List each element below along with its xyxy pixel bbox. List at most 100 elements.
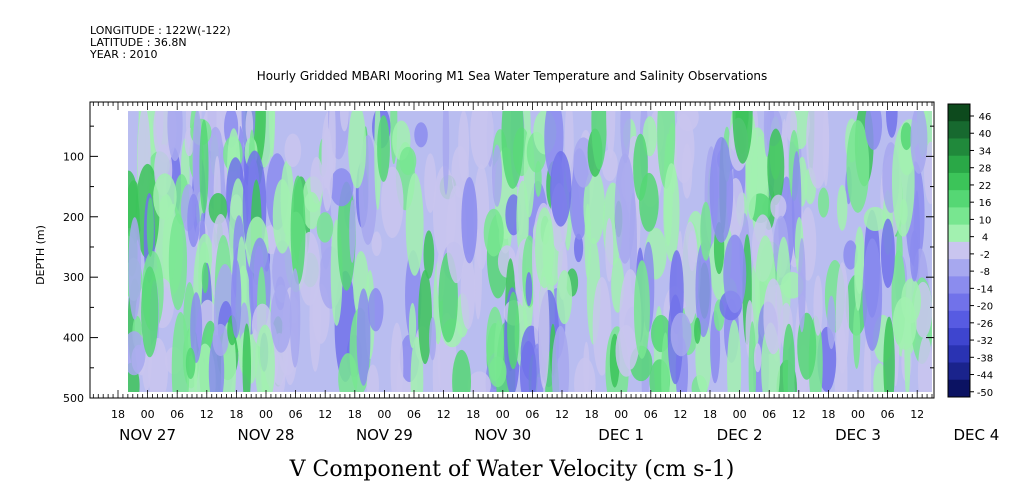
colorbar-label: 34: [979, 146, 992, 157]
colorbar-label: 46: [979, 112, 992, 123]
contour-patches: [128, 111, 932, 392]
green-patch: [873, 362, 887, 392]
blue-patch: [470, 111, 494, 170]
y-axis-ticks: 100 200 300 400 500: [63, 125, 934, 405]
colorbar-label: 40: [979, 129, 992, 140]
blue-patch: [917, 335, 932, 392]
blue-patch: [862, 238, 883, 351]
green-patch: [486, 306, 504, 382]
blue-patch: [753, 343, 762, 373]
hour-tick-label: 06: [525, 408, 539, 421]
green-patch: [185, 347, 196, 380]
blue-patch: [681, 143, 693, 199]
colorbar-swatch: [948, 104, 970, 122]
plot-frame: [89, 101, 935, 399]
green-patch: [899, 198, 908, 225]
blue-patch: [339, 111, 349, 132]
blue-patch: [366, 364, 379, 392]
blue-patch: [813, 275, 823, 336]
green-patch: [853, 303, 861, 369]
colorbar-label: -8: [980, 267, 990, 278]
blue-patch: [367, 288, 384, 332]
blue-patch: [167, 111, 183, 162]
green-patch: [168, 213, 188, 311]
blue-patch: [864, 111, 883, 150]
blue-patch: [601, 149, 618, 182]
day-label: NOV 29: [356, 426, 413, 444]
colorbar: 46 40 34 28 22 16 10 4 -2 -8 -14 -20 -26 -32 -38 -44 -50: [947, 103, 993, 399]
hour-tick-label: 12: [555, 408, 569, 421]
latitude-label: LATITUDE : 36.8N: [90, 36, 187, 49]
hour-tick-label: 00: [141, 408, 155, 421]
green-patch: [483, 208, 504, 257]
green-patch: [268, 111, 276, 158]
green-patch: [399, 146, 417, 176]
blue-patch: [863, 334, 872, 392]
green-patch: [535, 207, 554, 289]
colorbar-label: -2: [980, 250, 990, 261]
colorbar-swatch: [948, 138, 970, 157]
green-patch: [891, 125, 915, 237]
hour-tick-label: 12: [437, 408, 451, 421]
y-tick-label: 500: [63, 392, 84, 405]
green-patch: [663, 163, 680, 262]
colorbar-swatch: [948, 155, 970, 174]
day-label: NOV 27: [119, 426, 176, 444]
blue-patch: [798, 238, 806, 333]
green-patch: [255, 324, 275, 392]
blue-patch: [687, 230, 697, 272]
hour-tick-label: 00: [614, 408, 628, 421]
hour-tick-label: 00: [851, 408, 865, 421]
blue-patch: [474, 228, 483, 320]
green-patch: [639, 172, 659, 232]
blue-patch: [414, 122, 428, 148]
colorbar-label: -44: [977, 371, 993, 382]
blue-patch: [451, 145, 469, 198]
green-patch: [146, 197, 154, 257]
green-patch: [408, 302, 417, 349]
hour-tick-label: 12: [792, 408, 806, 421]
blue-patch: [670, 312, 692, 357]
green-patch: [863, 206, 887, 232]
green-patch: [201, 262, 209, 294]
blue-patch: [128, 217, 142, 320]
blue-patch: [620, 111, 631, 164]
blue-patch: [573, 233, 584, 263]
y-tick-label: 100: [63, 150, 84, 163]
blue-patch: [770, 194, 787, 219]
blue-patch: [843, 240, 858, 270]
blue-patch: [676, 111, 699, 132]
green-patch: [854, 242, 862, 311]
green-patch: [767, 128, 785, 206]
green-patch: [694, 317, 701, 344]
blue-patch: [187, 193, 200, 248]
blue-patch: [538, 276, 550, 389]
day-label: NOV 28: [238, 426, 295, 444]
green-patch: [732, 111, 753, 164]
blue-patch: [695, 241, 712, 338]
colorbar-label: 4: [982, 233, 988, 244]
green-patch: [661, 332, 670, 392]
colorbar-frame: [947, 103, 971, 398]
hour-tick-label: 06: [881, 408, 895, 421]
green-patch: [817, 187, 830, 218]
blue-patch: [629, 192, 637, 295]
colorbar-swatch: [948, 379, 970, 398]
colorbar-label: -50: [977, 388, 993, 399]
colorbar-swatch: [948, 241, 970, 260]
hour-tick-label: 18: [111, 408, 125, 421]
green-patch: [302, 191, 321, 230]
blue-patch: [827, 295, 836, 350]
blue-patch: [574, 357, 596, 392]
day-label: DEC 1: [598, 426, 644, 444]
blue-patch: [606, 111, 616, 159]
colorbar-swatch: [948, 207, 970, 226]
green-patch: [534, 160, 542, 197]
hour-tick-label: 06: [170, 408, 184, 421]
colorbar-label: -20: [977, 302, 993, 313]
hour-tick-label: 18: [229, 408, 243, 421]
green-patch: [584, 203, 591, 279]
blue-patch: [461, 177, 478, 264]
colorbar-swatch: [948, 190, 970, 208]
